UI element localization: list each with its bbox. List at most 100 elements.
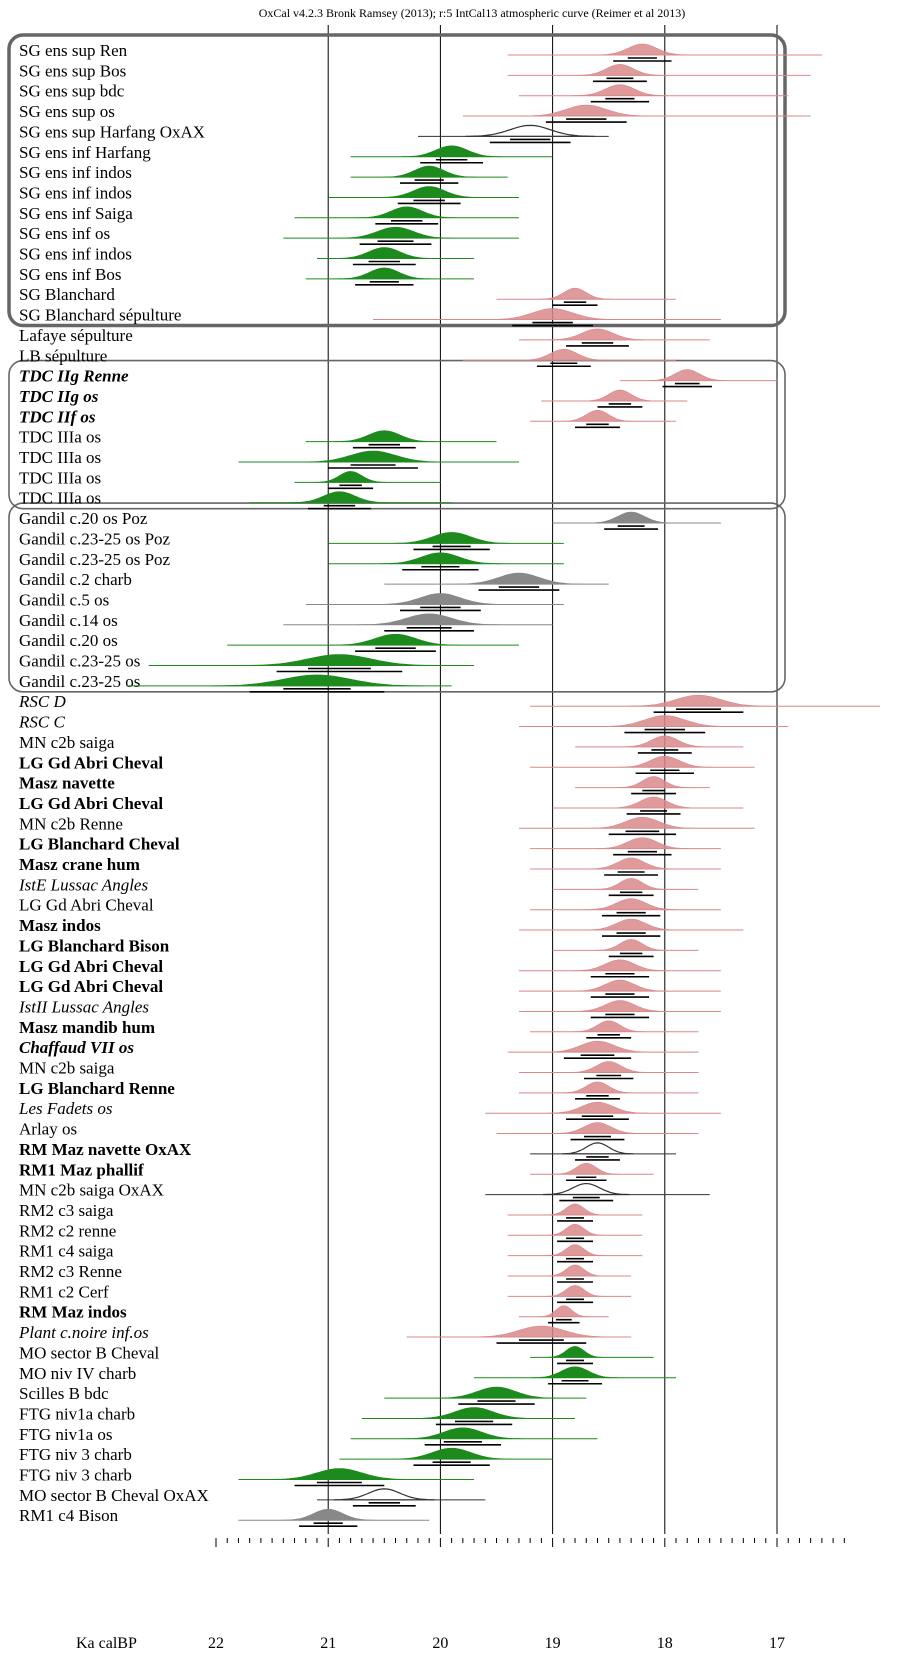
row: IstII Lussac Angles — [18, 997, 721, 1019]
distribution — [588, 816, 697, 829]
row-label: SG Blanchard — [19, 285, 115, 304]
row: RM2 c3 Renne — [19, 1262, 632, 1283]
distribution — [401, 145, 502, 157]
row: LG Blanchard Bison — [19, 936, 699, 958]
distribution — [626, 694, 771, 707]
row-label: TDC IIIa os — [19, 468, 101, 487]
row: RM1 c4 saiga — [19, 1242, 643, 1263]
row-label: SG ens inf Bos — [19, 265, 121, 284]
row: FTG niv 3 charb — [19, 1466, 475, 1487]
row: MO niv IV charb — [19, 1364, 677, 1385]
row-label: LG Gd Abri Cheval — [19, 977, 163, 996]
row-label: MN c2b saiga — [19, 733, 115, 752]
row: RM1 c4 Bison — [19, 1506, 430, 1527]
row: LG Gd Abri Cheval — [19, 977, 721, 998]
row-label: RSC D — [18, 692, 66, 711]
row: SG ens inf indos — [19, 163, 508, 184]
distribution — [595, 837, 690, 849]
row: LG Blanchard Cheval — [19, 835, 721, 856]
row: TDC IIIa os — [19, 489, 452, 510]
row-label: TDC IIIa os — [19, 448, 101, 467]
row-label: SG ens inf Harfang — [19, 143, 151, 162]
row: Gandil c.20 os — [19, 631, 519, 652]
distribution — [465, 124, 595, 137]
row: TDC IIg Renne — [19, 367, 777, 388]
row-label: Masz indos — [19, 916, 101, 935]
row-label: MN c2b Renne — [19, 814, 123, 833]
row-label: Gandil c.23-25 os — [19, 672, 140, 691]
row-label: Masz crane hum — [19, 855, 140, 874]
row-label: IstE Lussac Angles — [18, 875, 148, 894]
row: TDC IIIa os — [19, 468, 441, 490]
x-tick-label: 21 — [320, 1635, 336, 1652]
row: Arlay os — [19, 1120, 699, 1141]
distribution — [543, 1182, 630, 1196]
row: RM1 c2 Cerf — [19, 1282, 632, 1304]
distribution — [600, 715, 730, 727]
row: SG ens inf Bos — [19, 265, 475, 286]
row-label: RM1 c4 Bison — [19, 1506, 119, 1525]
distribution — [561, 1081, 634, 1094]
distribution — [330, 633, 461, 646]
x-tick-label: 18 — [657, 1635, 673, 1652]
distribution — [469, 1325, 614, 1338]
distribution — [531, 1366, 619, 1378]
row-label: Gandil c.5 os — [19, 590, 109, 609]
row: RM2 c2 renne — [19, 1221, 643, 1243]
distribution — [375, 593, 506, 605]
distribution — [379, 552, 502, 564]
row-label: Masz navette — [19, 774, 115, 793]
row: MN c2b Renne — [19, 814, 755, 836]
row: Scilles B bdc — [19, 1384, 587, 1405]
row-label: Plant c.noire inf.os — [18, 1323, 149, 1342]
distribution — [538, 1305, 589, 1317]
row-label: SG ens inf indos — [19, 183, 132, 202]
row-label: RM2 c3 saiga — [19, 1201, 114, 1220]
row: MO sector B Cheval OxAX — [19, 1486, 486, 1507]
row-label: LG Blanchard Cheval — [19, 835, 180, 854]
distribution — [595, 878, 668, 890]
row-label: FTG niv 3 charb — [19, 1466, 132, 1485]
distribution — [333, 1488, 435, 1501]
row: TDC IIIa os — [19, 428, 497, 449]
distribution — [546, 1264, 604, 1277]
row: SG Blanchard sépulture — [19, 306, 721, 327]
row-label: FTG niv1a charb — [19, 1404, 135, 1423]
distribution — [588, 511, 675, 524]
distribution — [546, 1244, 604, 1256]
row-label: Gandil c.20 os Poz — [19, 509, 148, 528]
row-label: LG Gd Abri Cheval — [19, 896, 154, 915]
row-label: MN c2b saiga — [19, 1059, 115, 1078]
row: Lafaye sépulture — [19, 326, 710, 347]
distribution — [281, 1508, 375, 1521]
x-axis-label: Ka calBP — [76, 1635, 137, 1652]
row: LG Blanchard Renne — [19, 1079, 699, 1100]
distribution — [238, 654, 440, 666]
row-label: LG Gd Abri Cheval — [19, 753, 163, 772]
row-label: MO sector B Cheval OxAX — [19, 1486, 209, 1505]
row-label: Gandil c.14 os — [19, 611, 118, 630]
row-label: RM Maz indos — [19, 1303, 127, 1322]
row: LG Gd Abri Cheval — [19, 794, 744, 815]
row: RM1 Maz phallif — [19, 1160, 654, 1182]
row: SG ens inf indos — [19, 245, 475, 266]
row-label: FTG niv 3 charb — [19, 1445, 132, 1464]
group-box — [8, 359, 786, 510]
row-label: MN c2b saiga OxAX — [19, 1181, 164, 1200]
distribution — [554, 1122, 641, 1134]
x-tick-label: 17 — [769, 1635, 785, 1652]
distribution — [412, 1407, 536, 1419]
row: LG Gd Abri Cheval — [19, 753, 755, 775]
row: Gandil c.2 charb — [19, 570, 609, 591]
row: RSC D — [18, 692, 880, 714]
row-label: SG ens sup bdc — [19, 82, 125, 101]
x-axis: Ka calBP 22 21 20 19 18 17 — [76, 1538, 845, 1652]
distribution — [546, 1203, 604, 1216]
row-label: SG ens inf Saiga — [19, 204, 133, 223]
row: SG ens inf indos — [19, 183, 519, 205]
row-label: IstII Lussac Angles — [18, 997, 149, 1016]
distribution — [337, 267, 432, 280]
distribution — [547, 1101, 648, 1114]
row-label: MO niv IV charb — [19, 1364, 136, 1383]
